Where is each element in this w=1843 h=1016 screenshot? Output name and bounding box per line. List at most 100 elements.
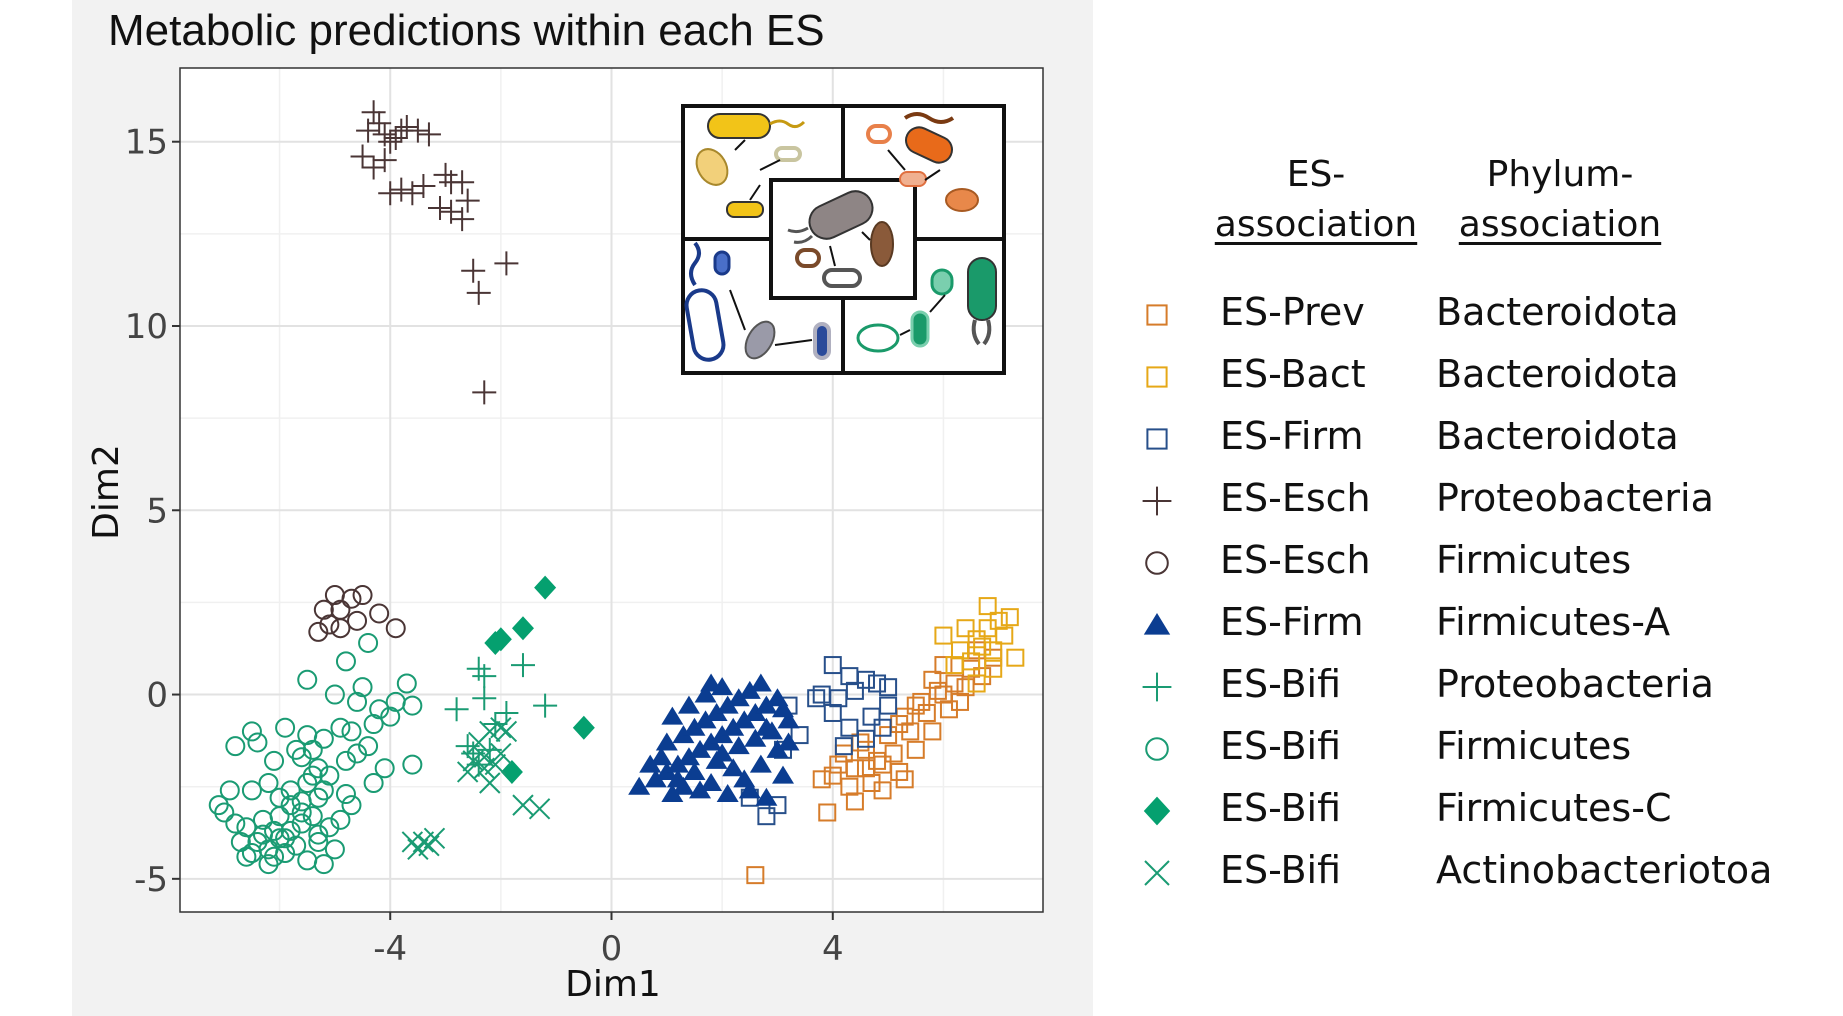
data-point bbox=[291, 813, 312, 834]
data-point bbox=[840, 718, 859, 737]
data-point bbox=[324, 839, 345, 860]
data-point bbox=[356, 118, 381, 143]
data-point bbox=[490, 717, 512, 739]
legend-phylum-label: Actinobacteriotoa bbox=[1436, 848, 1773, 892]
data-point bbox=[744, 702, 767, 721]
data-point bbox=[639, 754, 662, 773]
data-point bbox=[868, 674, 887, 693]
data-point bbox=[790, 726, 809, 745]
data-point bbox=[956, 619, 975, 638]
series-es-bifi-actinobacteriotoa bbox=[401, 717, 551, 861]
data-point bbox=[472, 380, 497, 405]
legend-phylum-label: Firmicutes bbox=[1436, 538, 1632, 582]
data-point bbox=[749, 673, 772, 692]
data-point bbox=[411, 173, 436, 198]
data-point bbox=[951, 692, 970, 711]
data-point bbox=[771, 699, 794, 718]
data-point bbox=[450, 207, 475, 232]
legend-phylum-header: Phylum- association bbox=[1450, 150, 1670, 250]
x-axis-label: Dim1 bbox=[565, 964, 661, 1005]
legend-marker bbox=[1143, 796, 1171, 826]
legend-marker bbox=[1145, 551, 1169, 575]
data-point bbox=[330, 809, 351, 830]
data-point bbox=[341, 795, 362, 816]
legend-marker bbox=[1142, 672, 1172, 702]
legend-es-label: ES-Firm bbox=[1220, 600, 1364, 644]
x-tick-label: 4 bbox=[822, 929, 844, 969]
data-point bbox=[700, 773, 723, 792]
data-point bbox=[297, 669, 318, 690]
legend-es-label: ES-Esch bbox=[1220, 538, 1371, 582]
data-point bbox=[755, 787, 778, 806]
data-point bbox=[749, 754, 772, 773]
data-point bbox=[208, 795, 229, 816]
data-point bbox=[534, 575, 557, 600]
data-point bbox=[275, 717, 296, 738]
legend-es-label: ES-Firm bbox=[1220, 414, 1364, 458]
data-point bbox=[416, 122, 441, 147]
data-point bbox=[361, 100, 386, 125]
bacteria-inset-icon bbox=[681, 104, 1006, 375]
data-point bbox=[363, 773, 384, 794]
data-point bbox=[912, 692, 931, 711]
data-point bbox=[628, 776, 651, 795]
series-es-esch-firmicutes bbox=[308, 585, 406, 642]
data-point bbox=[308, 824, 329, 845]
legend-entry: ES-Esch Proteobacteria bbox=[1140, 470, 1714, 532]
data-point bbox=[934, 656, 953, 675]
data-point bbox=[906, 696, 925, 715]
data-point bbox=[241, 721, 262, 742]
data-point bbox=[650, 747, 673, 766]
data-point bbox=[834, 737, 853, 756]
data-point bbox=[495, 720, 518, 743]
legend-es-label: ES-Bifi bbox=[1220, 848, 1342, 892]
data-point bbox=[275, 828, 296, 849]
data-point bbox=[711, 743, 734, 762]
data-point bbox=[444, 697, 469, 722]
data-point bbox=[716, 784, 739, 803]
data-point bbox=[372, 148, 397, 173]
series-es-esch-proteobacteria bbox=[350, 100, 519, 405]
data-point bbox=[286, 739, 307, 760]
data-point bbox=[450, 170, 475, 195]
data-point bbox=[967, 674, 986, 693]
data-point bbox=[313, 854, 334, 875]
data-point bbox=[945, 656, 964, 675]
data-point bbox=[733, 710, 756, 729]
data-point bbox=[473, 746, 495, 768]
data-point bbox=[856, 729, 875, 748]
data-point bbox=[823, 656, 842, 675]
data-point bbox=[923, 722, 942, 741]
data-point bbox=[352, 585, 373, 606]
data-point bbox=[380, 706, 401, 727]
data-point bbox=[906, 740, 925, 759]
data-point bbox=[412, 831, 435, 853]
data-point bbox=[766, 739, 789, 758]
data-point bbox=[225, 736, 246, 757]
data-point bbox=[879, 678, 898, 697]
data-point bbox=[677, 695, 700, 714]
data-point bbox=[757, 807, 776, 826]
y-tick-label: 5 bbox=[146, 491, 168, 531]
legend-entry: ES-Firm Firmicutes-A bbox=[1140, 594, 1700, 656]
data-point bbox=[655, 761, 678, 780]
legend-marker bbox=[1145, 737, 1169, 761]
data-point bbox=[405, 118, 430, 143]
legend-phylum-label: Bacteroidota bbox=[1436, 414, 1679, 458]
data-point bbox=[358, 736, 379, 757]
data-point bbox=[829, 689, 848, 708]
data-point bbox=[689, 739, 712, 758]
data-point bbox=[923, 670, 942, 689]
data-point bbox=[666, 754, 689, 773]
data-point bbox=[219, 780, 240, 801]
data-point bbox=[324, 684, 345, 705]
data-point bbox=[722, 717, 745, 736]
legend-es-label: ES-Bifi bbox=[1220, 786, 1342, 830]
legend-es-label: ES-Bifi bbox=[1220, 662, 1342, 706]
data-point bbox=[302, 806, 323, 827]
data-point bbox=[455, 188, 480, 213]
legend-phylum-label: Proteobacteria bbox=[1436, 476, 1714, 520]
data-point bbox=[389, 177, 414, 202]
data-point bbox=[689, 780, 712, 799]
data-point bbox=[873, 718, 892, 737]
